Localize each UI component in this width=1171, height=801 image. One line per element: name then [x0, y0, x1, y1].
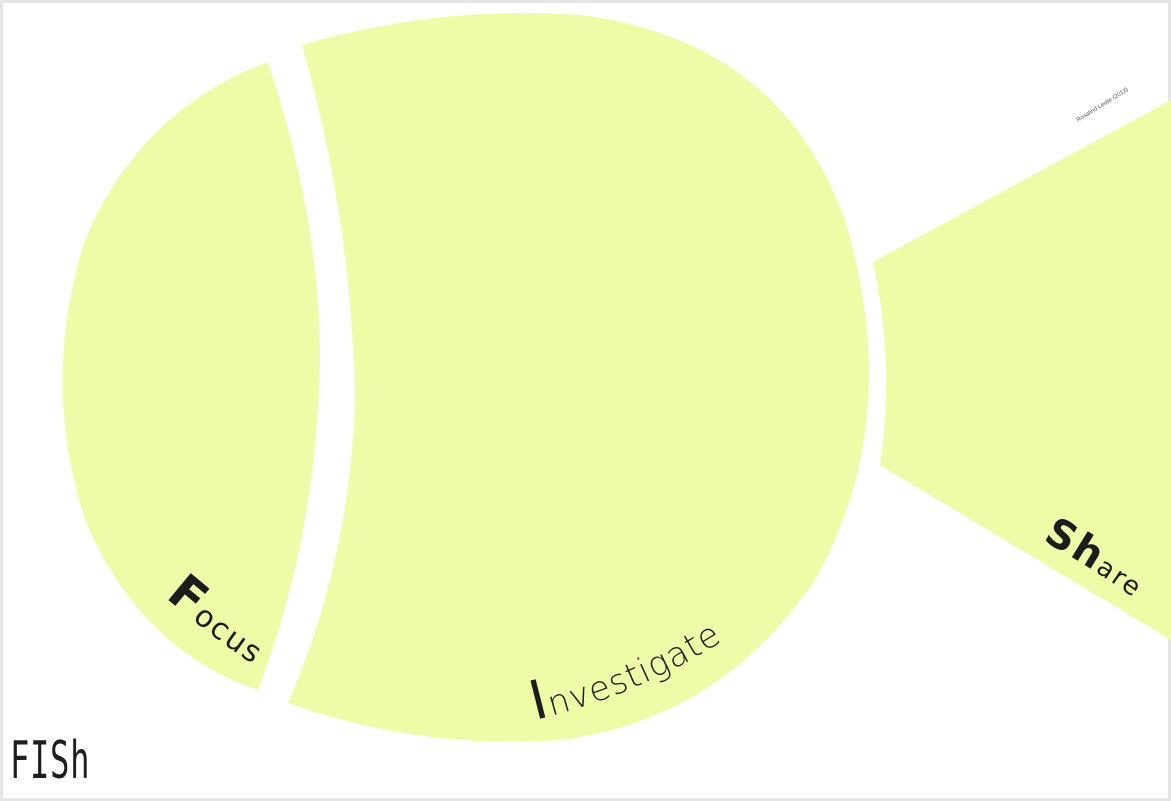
credit-text: Rosalind Leslie (2013): [1076, 87, 1130, 124]
share-segment: [873, 100, 1171, 640]
focus-segment: [62, 62, 320, 690]
diagram-title: FISh: [10, 731, 91, 791]
investigate-segment: [288, 13, 869, 742]
